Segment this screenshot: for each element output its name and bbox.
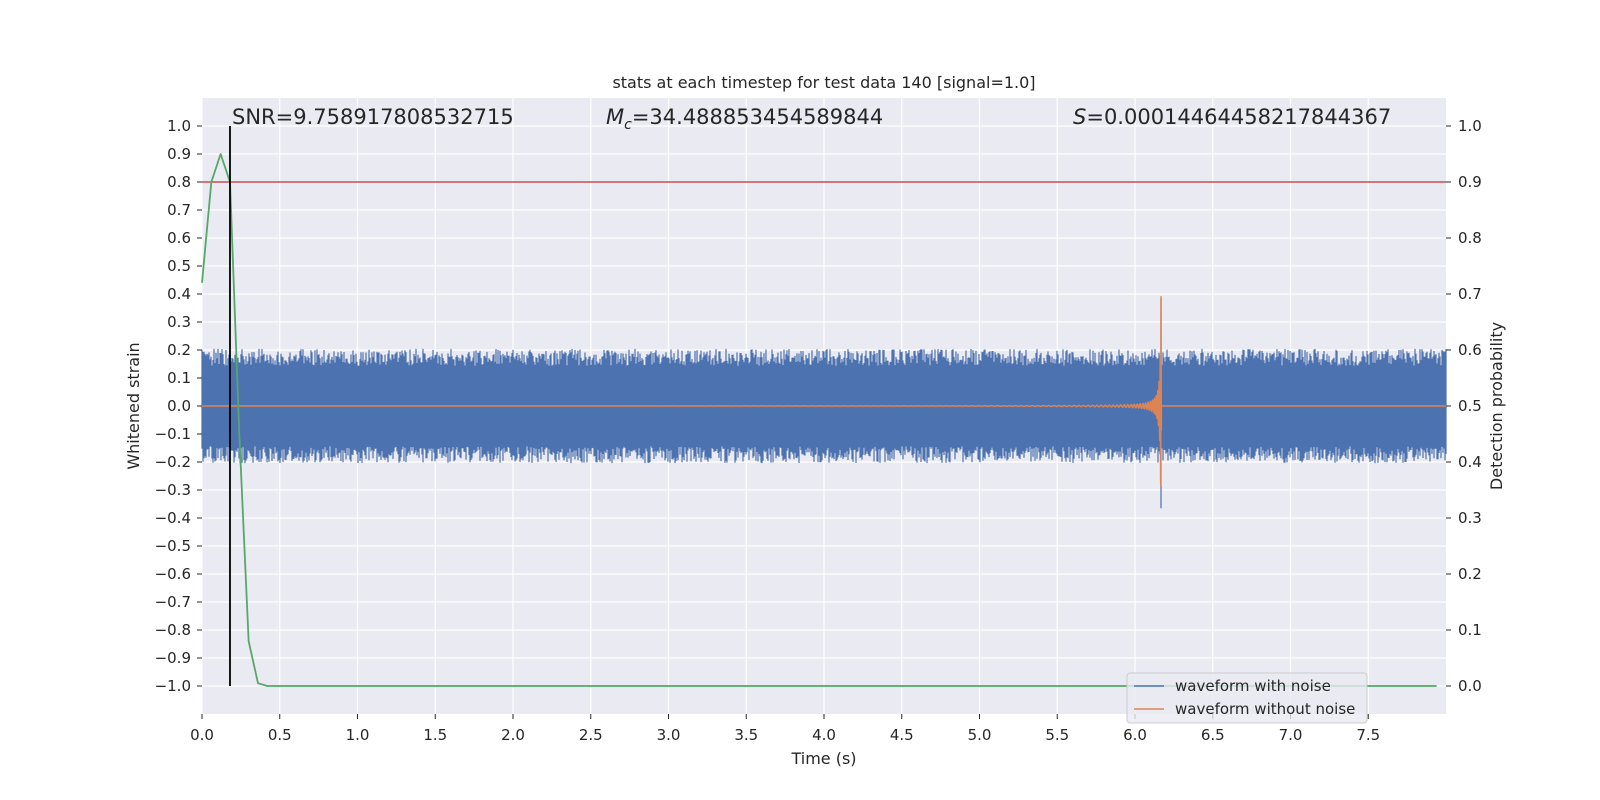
y-tick-label: −1.0 xyxy=(155,677,191,695)
right-y-tick-label: 0.8 xyxy=(1458,229,1482,247)
x-tick-label: 0.5 xyxy=(268,726,292,744)
x-tick-label: 7.0 xyxy=(1279,726,1303,744)
y-tick-label: 0.1 xyxy=(167,369,191,387)
y-tick-label: 1.0 xyxy=(167,117,191,135)
s-annotation: S=0.00014464458217844367 xyxy=(1073,105,1391,129)
x-tick-label: 4.5 xyxy=(890,726,914,744)
y-tick-label: 0.8 xyxy=(167,173,191,191)
right-y-tick-labels: 1.0 0.9 0.8 0.7 0.6 0.5 0.4 0.3 0.2 0.1 0.0 xyxy=(1446,117,1482,695)
y-tick-label: −0.5 xyxy=(155,537,191,555)
x-tick-label: 1.5 xyxy=(423,726,447,744)
right-y-tick-label: 0.0 xyxy=(1458,677,1482,695)
x-tick-label: 2.0 xyxy=(501,726,525,744)
snr-annotation: SNR=9.758917808532715 xyxy=(232,105,514,129)
right-y-tick-label: 1.0 xyxy=(1458,117,1482,135)
y-tick-label: 0.0 xyxy=(167,397,191,415)
x-tick-labels: 0.0 0.5 1.0 1.5 2.0 2.5 3.0 3.5 4.0 4.5 5.0 5.5 6.0 6… xyxy=(190,714,1380,744)
x-tick-label: 2.5 xyxy=(579,726,603,744)
y-axis-label: Whitened strain xyxy=(124,342,143,469)
y-tick-label: −0.3 xyxy=(155,481,191,499)
y-tick-label: 0.6 xyxy=(167,229,191,247)
y-tick-label: 0.3 xyxy=(167,313,191,331)
chirp-mass-value: =34.488853454589844 xyxy=(632,105,883,129)
right-y-tick-label: 0.9 xyxy=(1458,173,1482,191)
chirp-mass-subscript: c xyxy=(624,117,632,133)
chirp-mass-symbol: M xyxy=(606,105,624,129)
series-waveform-without-noise xyxy=(201,295,1446,487)
y-tick-label: 0.9 xyxy=(167,145,191,163)
y-tick-label: −0.2 xyxy=(155,453,191,471)
legend: waveform with noise waveform without noi… xyxy=(1126,672,1368,724)
overlays xyxy=(201,126,1446,687)
right-y-tick-label: 0.1 xyxy=(1458,621,1482,639)
right-y-axis-label: Detection probability xyxy=(1487,322,1506,490)
right-y-tick-label: 0.4 xyxy=(1458,453,1482,471)
detection-probability-line xyxy=(201,153,1437,687)
y-tick-label: 0.7 xyxy=(167,201,191,219)
right-y-tick-label: 0.7 xyxy=(1458,285,1482,303)
right-y-tick-label: 0.2 xyxy=(1458,565,1482,583)
y-tick-label: −0.4 xyxy=(155,509,191,527)
right-y-tick-label: 0.5 xyxy=(1458,397,1482,415)
x-tick-label: 0.0 xyxy=(190,726,214,744)
legend-box xyxy=(1126,672,1368,724)
s-value: =0.00014464458217844367 xyxy=(1086,105,1391,129)
x-tick-label: 4.0 xyxy=(812,726,836,744)
y-tick-label: 0.5 xyxy=(167,257,191,275)
y-tick-label: −0.7 xyxy=(155,593,191,611)
x-tick-label: 5.5 xyxy=(1045,726,1069,744)
legend-label-noise: waveform with noise xyxy=(1175,677,1331,695)
y-tick-label: −0.8 xyxy=(155,621,191,639)
x-tick-label: 5.0 xyxy=(968,726,992,744)
y-tick-label: −0.1 xyxy=(155,425,191,443)
y-tick-labels: 1.0 0.9 0.8 0.7 0.6 0.5 0.4 0.3 0.2 0.1 0.0 −0.1 −0.… xyxy=(155,117,202,695)
y-tick-label: −0.9 xyxy=(155,649,191,667)
y-tick-label: 0.4 xyxy=(167,285,191,303)
clean-waveform-line xyxy=(201,295,1446,487)
right-y-tick-label: 0.6 xyxy=(1458,341,1482,359)
x-tick-label: 6.0 xyxy=(1123,726,1147,744)
x-tick-label: 3.0 xyxy=(657,726,681,744)
right-y-tick-label: 0.3 xyxy=(1458,509,1482,527)
y-tick-label: −0.6 xyxy=(155,565,191,583)
x-tick-label: 1.0 xyxy=(346,726,370,744)
chirp-mass-annotation: Mc=34.488853454589844 xyxy=(606,105,883,133)
y-tick-label: 0.2 xyxy=(167,341,191,359)
x-tick-label: 6.5 xyxy=(1201,726,1225,744)
s-symbol: S xyxy=(1073,105,1086,129)
x-tick-label: 3.5 xyxy=(734,726,758,744)
legend-label-clean: waveform without noise xyxy=(1175,700,1355,718)
x-tick-label: 7.5 xyxy=(1356,726,1380,744)
chart-title: stats at each timestep for test data 140… xyxy=(612,73,1035,92)
x-axis-label: Time (s) xyxy=(790,749,856,768)
